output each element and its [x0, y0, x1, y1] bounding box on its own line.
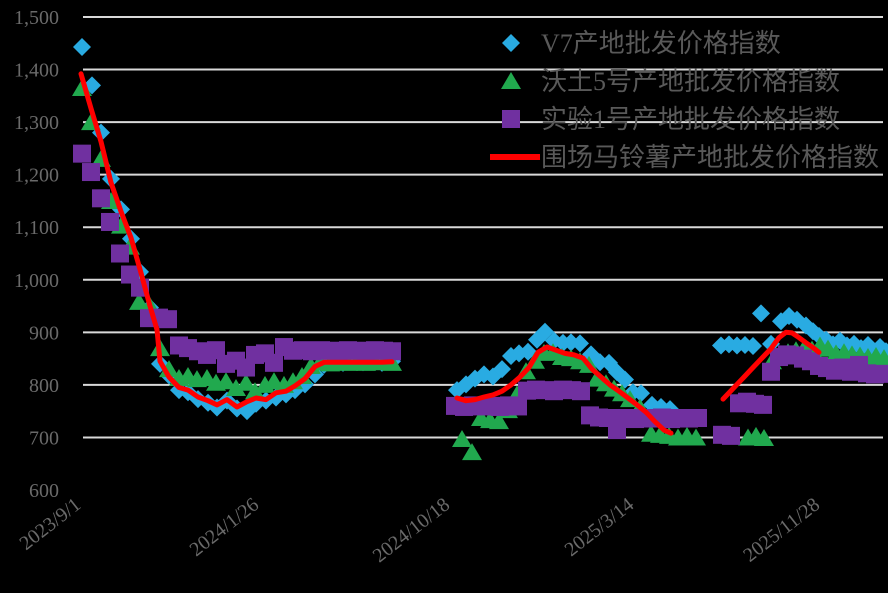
square-data-marker — [722, 426, 740, 445]
diamond-data-marker — [752, 304, 770, 323]
diamond-data-marker — [73, 37, 91, 56]
triangle-data-marker — [754, 428, 774, 446]
triangle-data-marker — [874, 349, 888, 367]
legend-label: 沃土5号产地批发价格指数 — [541, 67, 840, 96]
legend-triangle-swatch — [501, 72, 521, 89]
triangle-data-marker — [452, 430, 472, 448]
y-axis-tick-label: 1,400 — [14, 60, 59, 82]
triangle-data-marker — [236, 373, 256, 391]
series-shiyan1 — [73, 144, 888, 445]
legend-diamond-swatch — [502, 34, 520, 52]
square-data-marker — [509, 397, 527, 416]
x-axis-labels: 2023/9/1 2024/1/26 2024/10/18 2025/3/14 2025… — [15, 494, 824, 567]
y-axis-tick-label: 1,500 — [14, 7, 59, 29]
square-data-marker — [265, 353, 283, 372]
y-axis-tick-label: 1,100 — [14, 217, 59, 239]
legend-item: 实验1号产地批发价格指数 — [502, 105, 840, 134]
triangle-data-marker — [245, 382, 265, 400]
y-axis-tick-label: 1,300 — [14, 112, 59, 134]
square-data-marker — [689, 408, 707, 427]
square-data-marker — [874, 364, 888, 383]
y-axis-tick-label: 800 — [29, 375, 59, 397]
weichang-price-line — [454, 344, 674, 436]
triangle-data-marker — [462, 443, 482, 461]
legend-item: 沃土5号产地批发价格指数 — [501, 67, 840, 96]
weichang-price-line — [720, 329, 822, 402]
series-layer — [72, 37, 888, 461]
series-v7 — [73, 37, 888, 421]
y-axis-tick-label: 900 — [29, 322, 59, 344]
legend-label: 围场马铃薯产地批发价格指数 — [541, 143, 879, 172]
square-data-marker — [111, 244, 129, 263]
gridlines — [83, 16, 883, 439]
y-axis-tick-label: 700 — [29, 427, 59, 449]
square-data-marker — [572, 382, 590, 401]
diamond-data-marker — [571, 334, 589, 353]
chart-legend: V7产地批发价格指数沃土5号产地批发价格指数实验1号产地批发价格指数围场马铃薯产… — [490, 29, 879, 172]
legend-label: 实验1号产地批发价格指数 — [541, 105, 840, 134]
diamond-data-marker — [632, 384, 650, 403]
x-axis-tick-label: 2025/3/14 — [561, 494, 638, 561]
x-axis-tick-label: 2024/1/26 — [186, 494, 263, 561]
square-data-marker — [159, 310, 177, 329]
x-axis-tick-label: 2025/11/28 — [739, 494, 824, 567]
y-axis-labels: 1,500 1,400 1,300 1,200 1,100 1,000 900 800 700 6… — [14, 7, 59, 502]
series-weichang-line — [78, 71, 822, 436]
legend-item: V7产地批发价格指数 — [502, 29, 781, 58]
legend-item: 围场马铃薯产地批发价格指数 — [490, 143, 879, 172]
triangle-data-marker — [129, 292, 149, 310]
square-data-marker — [82, 163, 100, 182]
y-axis-tick-label: 1,200 — [14, 165, 59, 187]
legend-square-swatch — [502, 110, 520, 128]
diamond-data-marker — [744, 336, 762, 355]
x-axis-tick-label: 2024/10/18 — [369, 494, 454, 567]
triangle-data-marker — [226, 379, 246, 397]
square-data-marker — [762, 362, 780, 381]
square-data-marker — [383, 342, 401, 361]
y-axis-tick-label: 1,000 — [14, 270, 59, 292]
triangle-data-marker — [489, 412, 509, 430]
x-axis-tick-label: 2023/9/1 — [15, 494, 85, 555]
diamond-data-marker — [616, 370, 634, 389]
square-data-marker — [73, 144, 91, 163]
triangle-data-marker — [686, 428, 706, 446]
diamond-data-marker — [493, 360, 511, 379]
square-data-marker — [207, 341, 225, 360]
square-data-marker — [754, 395, 772, 414]
legend-label: V7产地批发价格指数 — [541, 29, 781, 58]
square-data-marker — [92, 189, 110, 208]
weichang-price-line — [78, 71, 395, 410]
y-axis-tick-label: 600 — [29, 480, 59, 502]
triangle-data-marker — [216, 372, 236, 390]
square-data-marker — [101, 212, 119, 231]
